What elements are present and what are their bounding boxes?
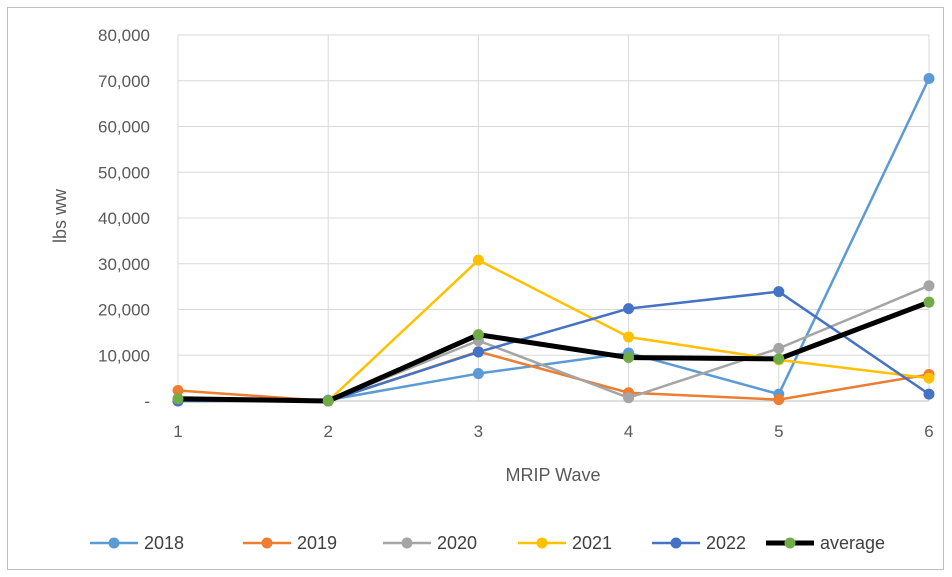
legend-label: 2022: [706, 533, 746, 553]
x-tick-label: 6: [924, 422, 933, 441]
legend-marker: [536, 537, 548, 549]
legend-marker: [108, 537, 120, 549]
x-tick-label: 3: [474, 422, 483, 441]
data-point: [472, 346, 484, 358]
y-tick-label: 50,000: [98, 163, 150, 182]
x-axis-title: MRIP Wave: [505, 465, 600, 485]
x-axis-ticks: 1 2 3 4 5 6: [173, 422, 933, 441]
legend-item-2019: 2019: [243, 533, 337, 553]
series-average: [172, 296, 935, 407]
y-tick-label: 80,000: [98, 26, 150, 45]
x-tick-label: 4: [624, 422, 633, 441]
data-point: [773, 394, 785, 406]
y-axis-ticks: - 10,000 20,000 30,000 40,000 50,000 60,000 70,…: [98, 26, 150, 411]
legend-label: 2020: [437, 533, 477, 553]
legend-marker: [401, 537, 413, 549]
data-point: [623, 303, 635, 315]
data-point: [773, 286, 785, 298]
data-point: [623, 331, 635, 343]
y-tick-label: 20,000: [98, 301, 150, 320]
y-axis-title: lbs ww: [50, 188, 70, 243]
legend-item-average: average: [766, 533, 885, 553]
legend-item-2021: 2021: [518, 533, 612, 553]
data-point: [472, 329, 484, 341]
legend-item-2018: 2018: [90, 533, 184, 553]
data-point: [172, 393, 184, 405]
data-point: [322, 395, 334, 407]
chart-frame: [7, 7, 944, 570]
y-tick-label: -: [144, 392, 150, 411]
data-point: [472, 254, 484, 266]
legend-label: 2018: [144, 533, 184, 553]
x-tick-label: 2: [323, 422, 332, 441]
series-line: [177, 350, 930, 403]
data-point: [923, 280, 935, 292]
legend-item-2022: 2022: [652, 533, 746, 553]
legend-label: average: [820, 533, 885, 553]
legend-item-2020: 2020: [383, 533, 477, 553]
y-tick-label: 10,000: [98, 346, 150, 365]
data-point: [923, 296, 935, 308]
legend-marker: [670, 537, 682, 549]
data-point: [773, 342, 785, 354]
series-group: [172, 72, 935, 407]
x-tick-label: 5: [774, 422, 783, 441]
x-tick-label: 1: [173, 422, 182, 441]
legend: 2018 2019 2020 2021 2022 average: [90, 533, 885, 553]
data-point: [923, 372, 935, 384]
data-point: [623, 352, 635, 364]
data-point: [472, 368, 484, 380]
grid: [177, 34, 930, 402]
legend-marker: [261, 537, 273, 549]
y-tick-label: 70,000: [98, 72, 150, 91]
data-point: [923, 388, 935, 400]
y-tick-label: 40,000: [98, 209, 150, 228]
y-tick-label: 30,000: [98, 255, 150, 274]
data-point: [172, 384, 184, 396]
data-point: [773, 353, 785, 365]
data-point: [923, 72, 935, 84]
legend-marker: [784, 537, 796, 549]
series-line: [177, 299, 930, 404]
legend-label: 2021: [572, 533, 612, 553]
y-tick-label: 60,000: [98, 118, 150, 137]
legend-label: 2019: [297, 533, 337, 553]
data-point: [623, 392, 635, 404]
